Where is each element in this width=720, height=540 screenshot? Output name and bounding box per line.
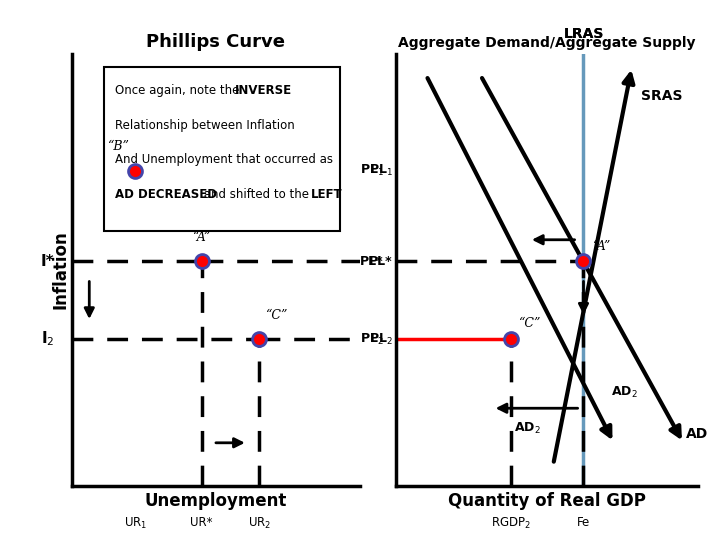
Text: UR$_{2}$: UR$_{2}$ xyxy=(248,516,271,531)
Text: LRAS: LRAS xyxy=(563,27,603,41)
Text: UR$_{1}$: UR$_{1}$ xyxy=(124,516,147,531)
Text: PL$_{1}$: PL$_{1}$ xyxy=(369,163,392,178)
Text: I*: I* xyxy=(41,254,55,269)
Text: RGDP$_{2}$: RGDP$_{2}$ xyxy=(491,516,531,531)
Text: LEFT: LEFT xyxy=(311,188,343,201)
Text: And Unemployment that occurred as: And Unemployment that occurred as xyxy=(115,153,333,166)
Text: “A”: “A” xyxy=(593,240,611,253)
Text: LRAS: LRAS xyxy=(563,27,603,41)
Text: UR*: UR* xyxy=(190,516,213,529)
Text: PL$_{2}$: PL$_{2}$ xyxy=(369,332,392,347)
X-axis label: Quantity of Real GDP: Quantity of Real GDP xyxy=(449,491,646,510)
Text: SRAS: SRAS xyxy=(641,89,683,103)
Title: Phillips Curve: Phillips Curve xyxy=(146,33,286,51)
FancyBboxPatch shape xyxy=(104,67,340,231)
Text: and shifted to the: and shifted to the xyxy=(200,188,313,201)
Text: INVERSE: INVERSE xyxy=(235,84,292,97)
Text: AD$_{2}$: AD$_{2}$ xyxy=(611,384,637,400)
Text: PL*: PL* xyxy=(369,255,392,268)
Text: Relationship between Inflation: Relationship between Inflation xyxy=(115,119,295,132)
Text: AD$_{2}$: AD$_{2}$ xyxy=(514,421,541,436)
Y-axis label: Inflation: Inflation xyxy=(51,231,69,309)
Title: Aggregate Demand/Aggregate Supply: Aggregate Demand/Aggregate Supply xyxy=(398,36,696,50)
Text: “C”: “C” xyxy=(518,318,540,330)
Text: PL*: PL* xyxy=(360,255,384,268)
Text: PL$_{2}$: PL$_{2}$ xyxy=(360,332,384,347)
Text: “C”: “C” xyxy=(265,309,288,322)
Text: I$_{2}$: I$_{2}$ xyxy=(41,330,55,348)
Text: Fe: Fe xyxy=(577,516,590,529)
Text: AD DECREASED: AD DECREASED xyxy=(115,188,217,201)
Text: “B”: “B” xyxy=(107,140,129,153)
Text: AD: AD xyxy=(686,427,708,441)
Text: PL$_{1}$: PL$_{1}$ xyxy=(360,163,384,178)
X-axis label: Unemployment: Unemployment xyxy=(145,491,287,510)
Text: Once again, note the: Once again, note the xyxy=(115,84,243,97)
Text: “A”: “A” xyxy=(192,231,211,244)
